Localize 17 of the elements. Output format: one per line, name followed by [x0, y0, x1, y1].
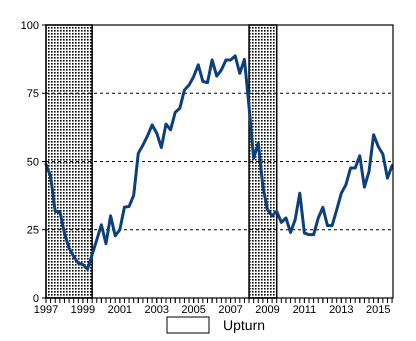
x-tick-label: 2009: [255, 304, 280, 316]
x-tick-label: 1999: [70, 304, 96, 316]
y-tick-label: 0: [32, 292, 39, 305]
x-tick-label: 2005: [181, 304, 206, 316]
x-tick-label: 1997: [34, 304, 58, 316]
x-tick-label: 2001: [108, 304, 132, 316]
y-tick-label: 50: [26, 156, 39, 168]
y-tick-label: 25: [26, 224, 39, 237]
x-tick-label: 2015: [366, 304, 390, 316]
x-tick-label: 2007: [218, 304, 243, 316]
line-series: [44, 54, 394, 271]
y-tick-label: 75: [26, 88, 39, 100]
x-tick-label: 2003: [144, 304, 169, 316]
y-tick-label: 100: [20, 20, 39, 32]
x-tick-label: 2013: [329, 304, 354, 316]
x-tick-label: 2011: [292, 304, 316, 316]
text: Upturn: [223, 316, 266, 333]
